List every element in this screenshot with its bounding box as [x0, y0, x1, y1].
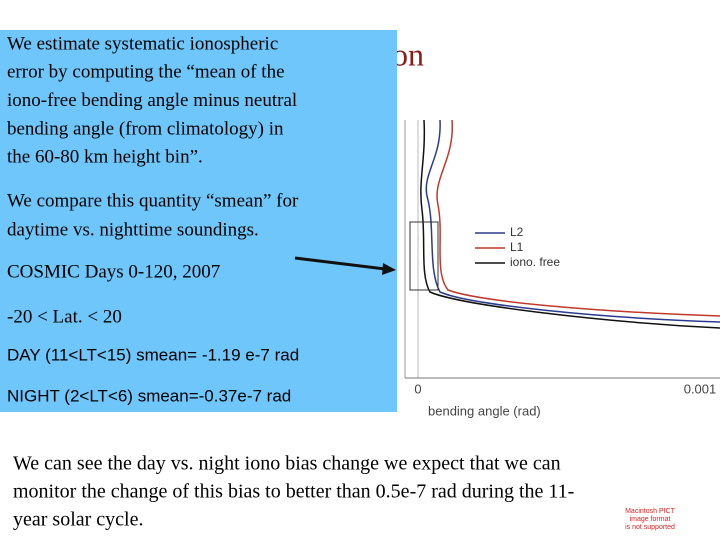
arrowhead: [382, 263, 396, 275]
box-text: We estimate systematic ionospheric error …: [7, 33, 299, 405]
box-line: DAY (11<LT<15) smean= -1.19 e-7 rad: [7, 345, 299, 364]
legend-label: L1: [510, 240, 524, 254]
pict-line: image format: [630, 516, 671, 523]
box-line: daytime vs. nighttime soundings.: [7, 219, 259, 240]
x-tick-label: 0: [414, 381, 421, 396]
box-line: error by computing the “mean of the: [7, 62, 285, 83]
box-line: NIGHT (2<LT<6) smean=-0.37e-7 rad: [7, 386, 291, 405]
box-line: -20 < Lat. < 20: [7, 306, 122, 327]
box-line: COSMIC Days 0-120, 2007: [7, 261, 220, 282]
legend-label: iono. free: [510, 255, 560, 269]
text-box: [0, 30, 397, 412]
box-line: iono-free bending angle minus neutral: [7, 90, 297, 111]
curve-iono-free: [420, 119, 720, 329]
figure: L2 L1 iono. free 0 0.001 bending angle (…: [404, 119, 720, 418]
conclusion-line: We can see the day vs. night iono bias c…: [13, 453, 561, 475]
curve-l2: [425, 119, 720, 323]
arrow: [294, 256, 386, 271]
conclusion-line: monitor the change of this bias to bette…: [13, 481, 574, 503]
conclusion: We can see the day vs. night iono bias c…: [13, 453, 574, 531]
pict-line: is not supported: [625, 524, 675, 531]
box-line: We estimate systematic ionospheric: [7, 33, 278, 54]
legend-label: L2: [510, 225, 524, 239]
box-line: We compare this quantity “smean” for: [7, 190, 299, 211]
x-tick-label: 0.001: [684, 381, 717, 396]
x-axis-label: bending angle (rad): [428, 403, 541, 418]
highlight-box: [409, 221, 439, 291]
box-line: bending angle (from climatology) in: [7, 118, 284, 139]
box-line: the 60-80 km height bin”.: [7, 147, 203, 168]
pict-line: Macintosh PICT: [625, 508, 676, 515]
curve-l1: [436, 119, 720, 317]
conclusion-line: year solar cycle.: [13, 509, 143, 531]
title: on: [392, 36, 424, 72]
